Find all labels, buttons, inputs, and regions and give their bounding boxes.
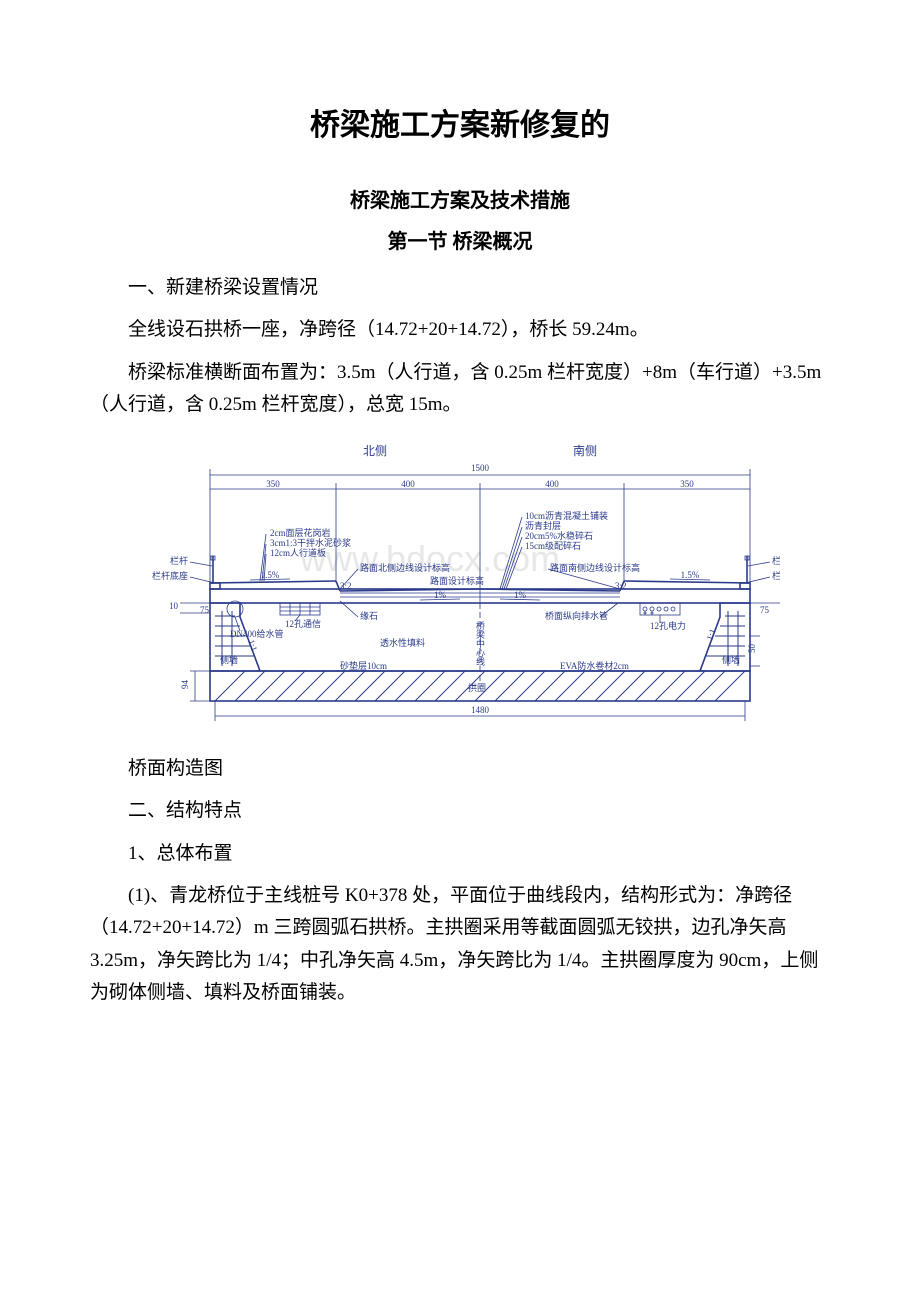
dim-seg4: 350 bbox=[680, 479, 694, 489]
heading-1: 一、新建桥梁设置情况 bbox=[90, 272, 830, 304]
label-12power: 12孔电力 bbox=[650, 620, 686, 631]
heading-3: 1、总体布置 bbox=[90, 838, 830, 870]
dim-75-right: 75 bbox=[760, 605, 770, 615]
label-sidewall-r: 侧墙 bbox=[722, 654, 740, 665]
dim-seg1: 350 bbox=[266, 479, 280, 489]
label-layer-left-2: 3cm1:3干拌水泥砂浆 bbox=[270, 537, 351, 548]
wall-slope-l: 1:1 bbox=[246, 638, 259, 652]
dim-94: 94 bbox=[180, 680, 190, 690]
label-road-south: 路面南侧边线设计标高 bbox=[550, 562, 640, 573]
paragraph-1: 全线设石拱桥一座，净跨径（14.72+20+14.72），桥长 59.24m。 bbox=[90, 314, 830, 346]
slope-center-l: 1% bbox=[434, 590, 447, 600]
diagram-caption: 桥面构造图 bbox=[90, 753, 830, 785]
label-north: 北侧 bbox=[363, 444, 387, 458]
label-sidewall-l: 侧墙 bbox=[220, 654, 238, 665]
label-south: 南侧 bbox=[573, 443, 597, 458]
section-heading: 第一节 桥梁概况 bbox=[90, 225, 830, 254]
label-drain: 桥面纵向排水管 bbox=[545, 610, 608, 621]
label-archring: 拱圈 bbox=[468, 682, 486, 693]
label-layer-left-3: 12cm人行道板 bbox=[270, 547, 326, 558]
label-12comm: 12孔通信 bbox=[285, 618, 321, 629]
label-layer-right-2: 沥青封层 bbox=[525, 520, 561, 531]
slope-center-r: 1% bbox=[514, 590, 527, 600]
label-rail-base-right: 栏杆底座 bbox=[772, 570, 780, 581]
label-layer-right-1: 10cm沥青混凝土铺装 bbox=[525, 510, 608, 521]
label-layer-right-4: 15cm级配碎石 bbox=[525, 540, 581, 551]
label-road-design: 路面设计标高 bbox=[430, 575, 484, 586]
dim-75-left: 75 bbox=[200, 605, 210, 615]
label-centerline-5: 线 bbox=[476, 656, 485, 667]
paragraph-2: 桥梁标准横断面布置为：3.5m（人行道，含 0.25m 栏杆宽度）+8m（车行道… bbox=[90, 357, 830, 422]
label-layer-left-1: 2cm面层花岗岩 bbox=[270, 527, 331, 538]
label-dn400: DN400给水管 bbox=[230, 628, 284, 639]
label-curb: 缘石 bbox=[360, 610, 378, 621]
label-sand: 砂垫层10cm bbox=[340, 660, 387, 671]
dim-bottom: 1480 bbox=[471, 705, 490, 715]
label-rail-left: 栏杆 bbox=[170, 555, 188, 566]
label-rail-right: 栏杆 bbox=[772, 555, 780, 566]
dim-total-width: 1500 bbox=[471, 463, 490, 473]
heading-2: 二、结构特点 bbox=[90, 795, 830, 827]
dim-seg2: 400 bbox=[401, 479, 415, 489]
slope-left: 1.5% bbox=[261, 570, 280, 580]
slope-right: 1.5% bbox=[681, 570, 700, 580]
dim-50: 50 bbox=[747, 644, 757, 654]
paragraph-3: (1)、青龙桥位于主线桩号 K0+378 处，平面位于曲线段内，结构形式为：净跨… bbox=[90, 880, 830, 1009]
doc-subtitle: 桥梁施工方案及技术措施 bbox=[90, 184, 830, 213]
doc-title: 桥梁施工方案新修复的 bbox=[90, 100, 830, 144]
label-permeable: 透水性填料 bbox=[380, 637, 425, 648]
cross-section-diagram: www.bdocx.com 北侧 南侧 1500 350 400 400 350… bbox=[90, 441, 830, 741]
label-road-north: 路面北侧边线设计标高 bbox=[360, 562, 450, 573]
label-eva: EVA防水卷材2cm bbox=[560, 660, 629, 671]
label-layer-right-3: 20cm5%水稳碎石 bbox=[525, 530, 593, 541]
dim-seg3: 400 bbox=[545, 479, 559, 489]
label-rail-base-left: 栏杆底座 bbox=[152, 570, 188, 581]
dim-10-left: 10 bbox=[169, 601, 179, 611]
